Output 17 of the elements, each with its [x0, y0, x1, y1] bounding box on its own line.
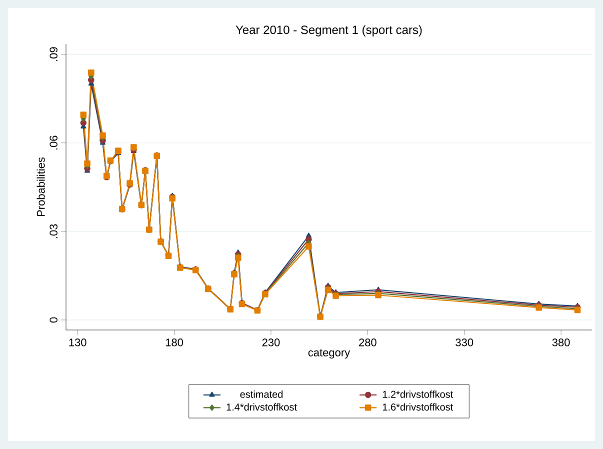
x-tick-label: 380	[552, 338, 570, 346]
x-tick-label: 180	[166, 338, 184, 346]
x-axis-title: category	[308, 349, 350, 359]
legend-label: 1.4*drivstoffkost	[226, 403, 297, 411]
x-tick-label: 230	[262, 338, 280, 346]
legend-label: 1.6*drivstoffkost	[382, 403, 454, 411]
x-tick-label: 130	[69, 338, 86, 346]
chart-title: Year 2010 - Segment 1 (sport cars)	[236, 25, 422, 36]
x-tick-label: 280	[359, 338, 376, 346]
legend-label: 1.2*drivstoffkost	[382, 390, 454, 398]
y-tick-label: 0	[50, 317, 58, 323]
x-tick-label: 330	[456, 338, 474, 346]
y-tick-label: .03	[50, 224, 58, 238]
y-tick-label: .09	[50, 47, 58, 61]
y-tick-label: .06	[50, 136, 58, 150]
legend-label: estimated	[240, 390, 283, 398]
y-axis-title: Probabilities	[36, 157, 45, 216]
